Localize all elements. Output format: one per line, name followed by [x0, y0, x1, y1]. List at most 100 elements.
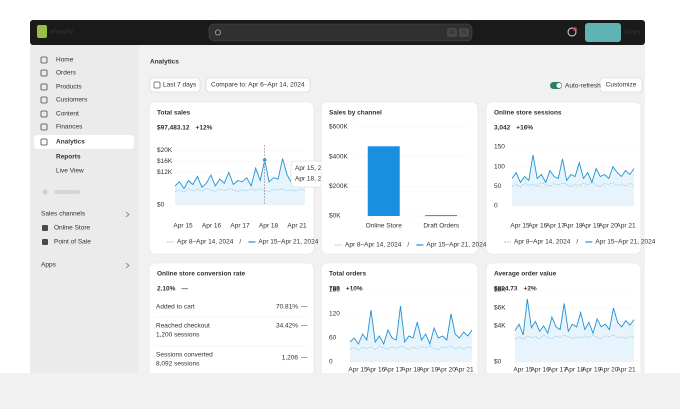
card-value: 789 [329, 286, 340, 293]
search-box[interactable] [208, 23, 473, 42]
x-tick-label: Apr 19 [582, 367, 602, 374]
chevron [125, 211, 130, 269]
shortcut-key: K [462, 29, 467, 36]
x-tick-label: Apr 21 [616, 367, 636, 374]
channel-item[interactable]: Point of Sale [54, 239, 91, 246]
x-tick-label: Apr 18 [259, 223, 279, 230]
card-title: Online store sessions [494, 110, 562, 117]
y-tick-label: $600K [329, 124, 348, 131]
legend-label: Apr 15–Apr 21, 2024 [595, 239, 655, 246]
y-tick-label: $20K [157, 147, 173, 154]
section-label: Sales channels [41, 211, 86, 218]
auto-refresh: Auto-refresh [565, 83, 601, 90]
series-line [349, 345, 473, 351]
compare-button[interactable] [205, 77, 311, 93]
row-value: 70.81% [276, 304, 298, 311]
hover-point [262, 157, 267, 163]
card-title: Total sales [157, 110, 191, 117]
nav-item[interactable]: Products [56, 84, 82, 91]
y-tick-label: 50 [494, 183, 502, 190]
date-range: Last 7 days [163, 82, 197, 89]
row-label: Added to cart [156, 304, 195, 311]
legend-separator: / [239, 239, 241, 246]
x-tick-label: Apr 18 [563, 223, 583, 230]
series-line [514, 298, 635, 336]
y-tick-label: 180 [329, 287, 340, 294]
y-tick-label: $0 [494, 359, 502, 366]
x-tick-label: Apr 15 [510, 223, 530, 230]
legend-label: Apr 8–Apr 14, 2024 [177, 239, 234, 246]
card-change: +2% [524, 286, 537, 293]
y-tick-label: $400K [329, 153, 348, 160]
card-change: +12% [196, 125, 213, 132]
x-tick-label: Apr 20 [599, 367, 619, 374]
x-tick-label: Apr 18 [401, 367, 421, 374]
nav-item[interactable]: Content [56, 111, 79, 118]
x-tick-label: Apr 19 [581, 223, 601, 230]
series-line [174, 187, 306, 193]
avatar[interactable] [585, 23, 621, 42]
row-detail: 8,092 sessions [156, 361, 200, 368]
series-area [515, 299, 634, 362]
calendar-icon [153, 81, 161, 89]
nav-subitem[interactable]: Live View [56, 168, 84, 175]
legend-label: Apr 8–Apr 14, 2024 [514, 239, 571, 246]
x-tick-label: Apr 21 [454, 367, 474, 374]
nav-icon [40, 83, 48, 91]
channel-icon [42, 239, 48, 245]
x-tick-label: Apr 16 [528, 223, 548, 230]
y-tick-label: 150 [494, 144, 505, 151]
bottom-band [0, 373, 680, 409]
sidebar [30, 45, 138, 375]
bar [425, 215, 458, 217]
series-area [512, 154, 634, 206]
channel-item[interactable]: Online Store [54, 225, 91, 232]
series-line [511, 181, 635, 188]
card-title: Total orders [329, 271, 366, 278]
y-tick-label: $0 [157, 202, 165, 209]
card-value: 2.10% [157, 286, 176, 293]
card-change: +16% [516, 125, 533, 132]
legend-separator: / [407, 242, 409, 249]
card-title: Online store conversion rate [157, 271, 246, 278]
x-tick-label: Apr 16 [366, 367, 386, 374]
user-name: Guys [624, 29, 641, 36]
nav-item[interactable]: Finances [56, 124, 83, 131]
date-button[interactable] [149, 77, 201, 93]
nav-item[interactable]: Orders [56, 70, 77, 77]
nav-subitem[interactable]: Reports [56, 154, 81, 161]
card-value: $804.73 [494, 286, 518, 293]
logo-icon [37, 25, 47, 38]
x-tick-label: Apr 17 [548, 367, 568, 374]
customize-button[interactable] [599, 77, 643, 93]
legend-label: Apr 8–Apr 14, 2024 [345, 242, 402, 249]
nav-item[interactable]: Customers [56, 97, 88, 104]
toggle-knob [556, 83, 562, 88]
tooltip-date: Apr 15, 2024 [295, 165, 333, 172]
y-tick-label: 120 [329, 311, 340, 318]
shortcut-key: ⌘ [449, 28, 456, 36]
row-change: — [301, 304, 308, 311]
series-line [511, 154, 635, 184]
skeleton [54, 190, 80, 194]
y-tick-label: 0 [329, 359, 333, 366]
bell-icon[interactable] [567, 27, 577, 37]
series-line [349, 305, 473, 346]
card-change: — [181, 286, 188, 293]
card-title: Average order value [494, 271, 557, 278]
row-value: 1,206 [282, 355, 299, 362]
x-tick-label: Apr 20 [599, 223, 619, 230]
channel-icon [42, 225, 48, 231]
bar [367, 146, 400, 216]
card-change: +10% [346, 286, 363, 293]
x-tick-label: Apr 19 [419, 367, 439, 374]
nav-icon [40, 110, 48, 118]
customize: Customize [606, 82, 637, 89]
row-detail: 1,200 sessions [156, 332, 200, 339]
card [485, 101, 642, 255]
nav-item[interactable]: Analytics [56, 139, 85, 146]
logo: shopify [50, 29, 73, 36]
row-label: Sessions converted [156, 352, 213, 359]
nav-item[interactable]: Home [56, 57, 74, 64]
card-value: $97,483.12 [157, 125, 190, 132]
